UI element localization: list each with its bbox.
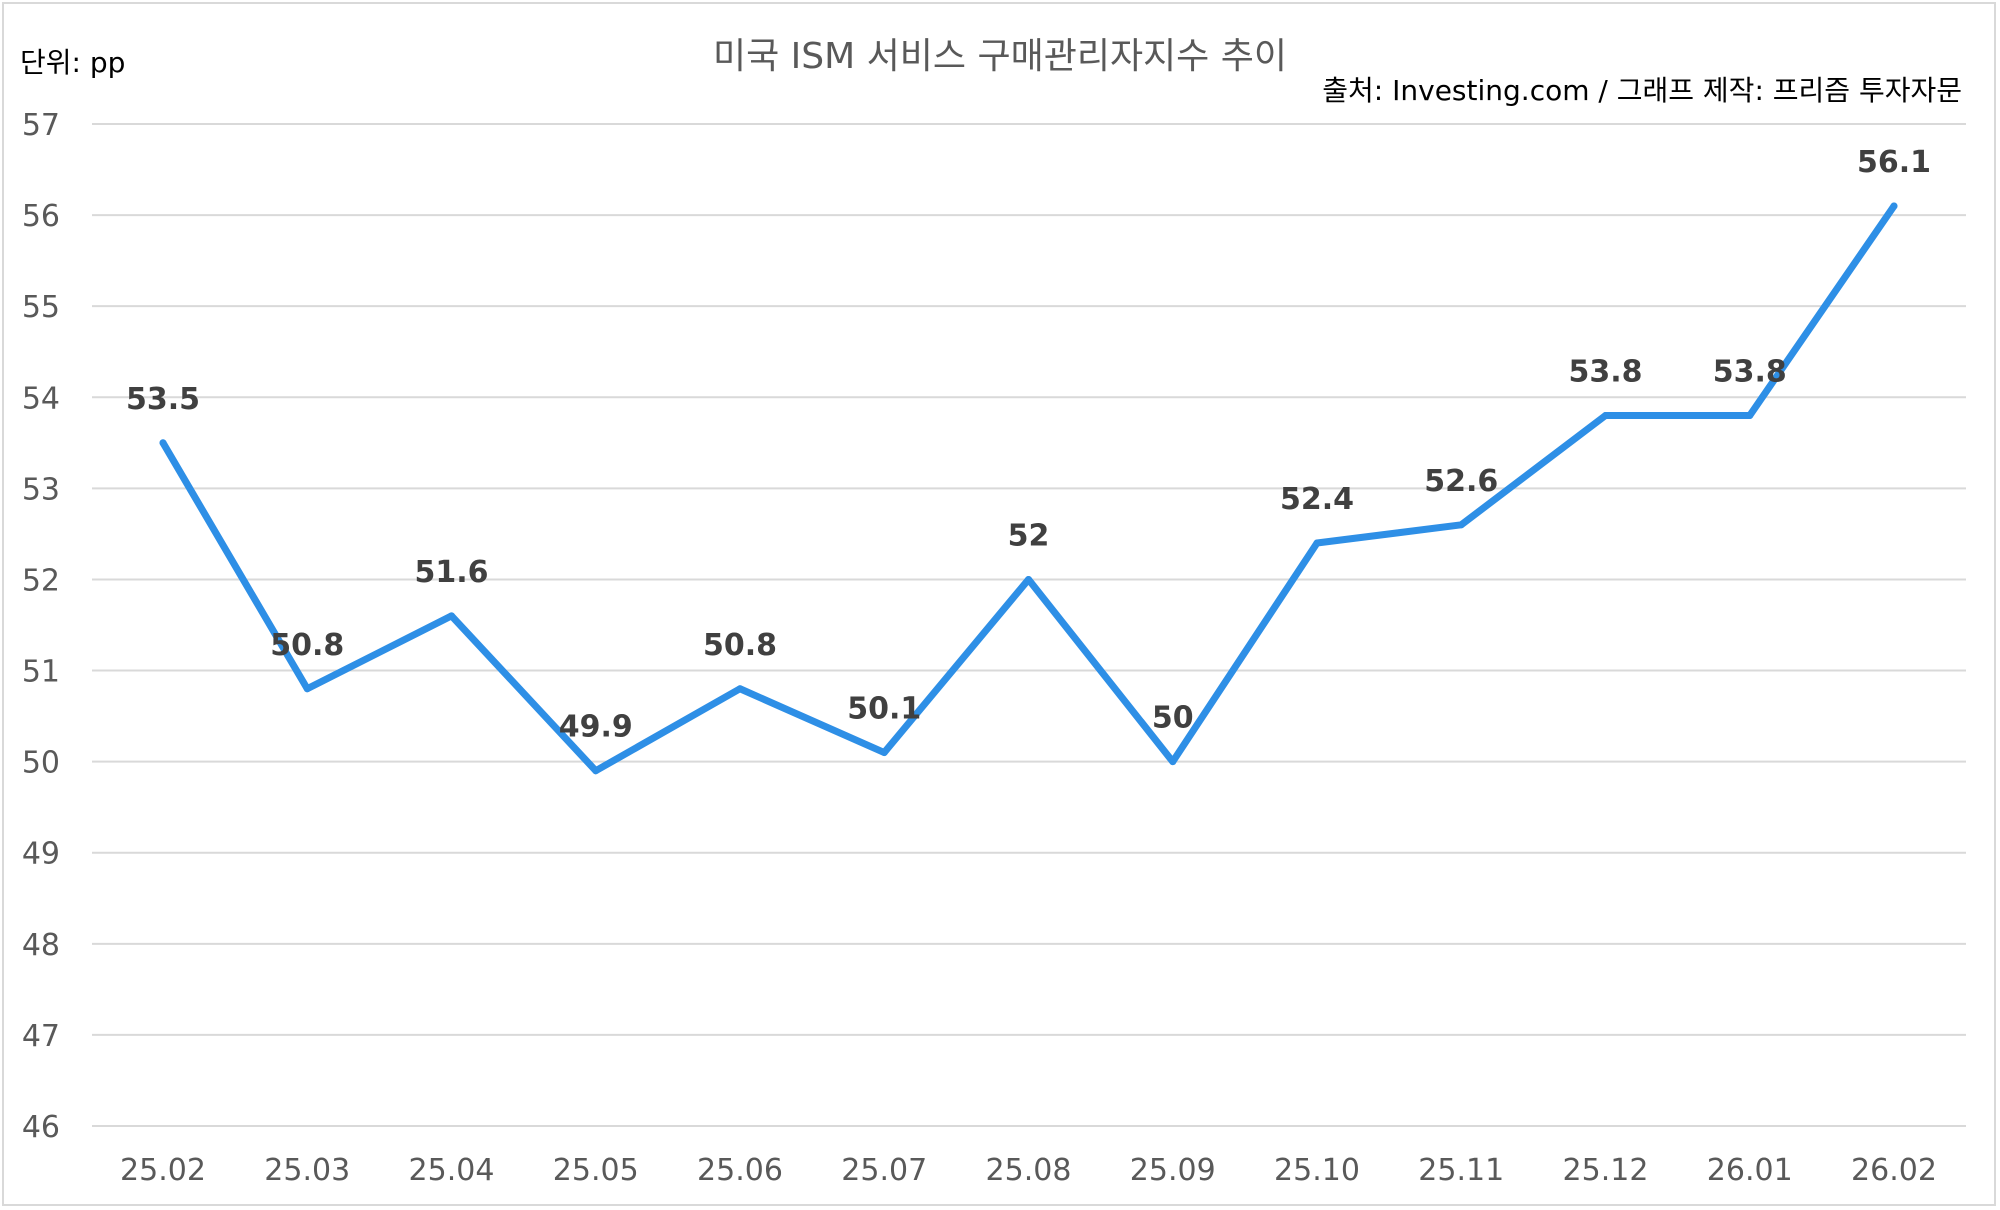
source-label: 출처: Investing.com / 그래프 제작: 프리즘 투자자문 <box>1322 74 1962 107</box>
x-tick-label: 25.10 <box>1274 1153 1360 1188</box>
x-axis: 25.02 25.03 25.04 25.05 25.06 25.07 25.08 25.09… <box>120 1153 1937 1188</box>
data-label: 49.9 <box>559 710 633 745</box>
y-tick-label: 48 <box>22 928 60 963</box>
data-point <box>736 685 744 693</box>
data-point <box>1457 521 1465 529</box>
x-tick-label: 25.08 <box>986 1153 1072 1188</box>
x-tick-label: 25.07 <box>841 1153 927 1188</box>
data-point <box>1890 202 1898 210</box>
unit-label: 단위: pp <box>20 46 125 79</box>
x-tick-label: 25.05 <box>553 1153 639 1188</box>
data-label: 50.8 <box>270 628 344 663</box>
y-tick-label: 56 <box>22 199 60 234</box>
data-point <box>1025 575 1032 583</box>
data-point <box>159 439 167 447</box>
data-label: 53.8 <box>1713 354 1787 389</box>
data-label: 50.8 <box>703 628 777 663</box>
x-tick-label: 25.09 <box>1130 1153 1216 1188</box>
data-point <box>1746 411 1754 419</box>
y-axis: 57 56 55 54 53 52 51 50 49 48 47 46 <box>22 108 60 1145</box>
data-label: 51.6 <box>414 555 488 590</box>
series-area <box>159 202 1898 775</box>
data-point <box>1313 539 1321 547</box>
x-tick-label: 25.04 <box>409 1153 495 1188</box>
y-tick-label: 51 <box>22 655 60 690</box>
data-point <box>1602 411 1609 419</box>
x-tick-label: 25.11 <box>1418 1153 1504 1188</box>
y-tick-label: 50 <box>22 746 60 781</box>
data-label: 52.4 <box>1280 482 1354 517</box>
y-tick-label: 52 <box>22 563 60 598</box>
chart-title: 미국 ISM 서비스 구매관리자지수 추이 <box>713 36 1287 77</box>
data-point <box>303 685 311 693</box>
data-label: 56.1 <box>1857 145 1931 180</box>
data-point <box>880 749 888 757</box>
y-tick-label: 49 <box>22 837 60 872</box>
data-label: 50 <box>1152 701 1194 736</box>
data-label: 52.6 <box>1424 464 1498 499</box>
y-tick-label: 57 <box>22 108 60 143</box>
y-tick-label: 53 <box>22 472 60 507</box>
data-label: 52 <box>1008 518 1050 553</box>
data-point <box>592 767 600 775</box>
x-tick-label: 26.02 <box>1851 1153 1937 1188</box>
x-tick-label: 25.12 <box>1563 1153 1649 1188</box>
data-point <box>1169 758 1177 766</box>
data-label: 50.1 <box>847 692 921 727</box>
data-label: 53.5 <box>126 382 200 417</box>
y-tick-label: 46 <box>22 1110 60 1145</box>
y-tick-label: 54 <box>22 381 60 416</box>
data-label: 53.8 <box>1568 354 1642 389</box>
x-tick-label: 25.03 <box>264 1153 350 1188</box>
x-tick-label: 25.06 <box>697 1153 783 1188</box>
x-tick-label: 26.01 <box>1707 1153 1793 1188</box>
data-labels: 53.5 50.8 51.6 49.9 50.8 50.1 52 50 52.4 52.6 53.8… <box>126 145 1931 745</box>
gridlines <box>92 123 1966 1127</box>
data-point <box>448 612 455 620</box>
x-tick-label: 25.02 <box>120 1153 206 1188</box>
y-tick-label: 47 <box>22 1019 60 1054</box>
y-tick-label: 55 <box>22 290 60 325</box>
